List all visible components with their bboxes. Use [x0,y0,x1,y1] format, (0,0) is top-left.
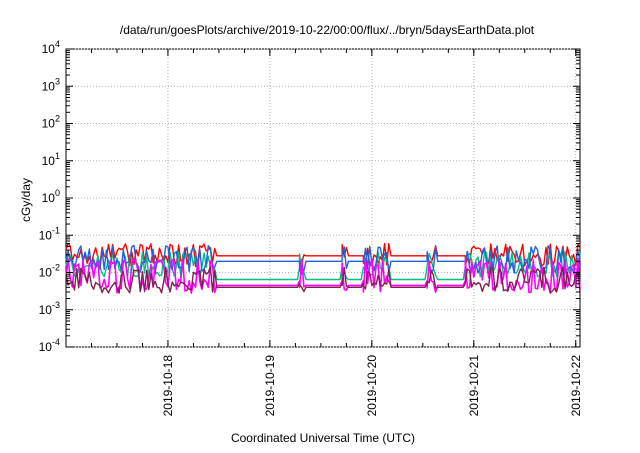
x-tick-label: 2019-10-18 [161,355,175,417]
y-tick-label: 103 [42,76,60,93]
series-lines [65,242,581,294]
x-tick-label: 2019-10-22 [569,355,583,417]
plot-frame [65,48,581,348]
x-tick-label: 2019-10-19 [263,355,277,417]
series-line [65,266,581,294]
y-tick-label: 102 [42,114,60,131]
y-tick-label: 10-3 [39,300,60,317]
series-line [65,242,581,268]
y-tick-label: 100 [42,188,60,205]
x-tick-label: 2019-10-21 [467,355,481,417]
grid-lines [66,48,580,348]
y-tick-label: 101 [42,151,60,168]
y-tick-label: 10-2 [39,263,60,280]
y-tick-label: 10-4 [39,337,60,354]
axis-ticks: 10-4 10-3 10-2 10-1 100 101 102 103 104 2019-10-1… [39,39,583,416]
x-axis-label: Coordinated Universal Time (UTC) [231,431,415,445]
chart-title: /data/run/goesPlots/archive/2019-10-22/0… [120,23,535,37]
y-tick-label: 10-1 [39,225,60,242]
y-tick-label: 104 [42,39,60,56]
y-axis-label: cGy/day [19,178,33,222]
x-tick-label: 2019-10-20 [365,355,379,417]
series-line [65,257,581,294]
